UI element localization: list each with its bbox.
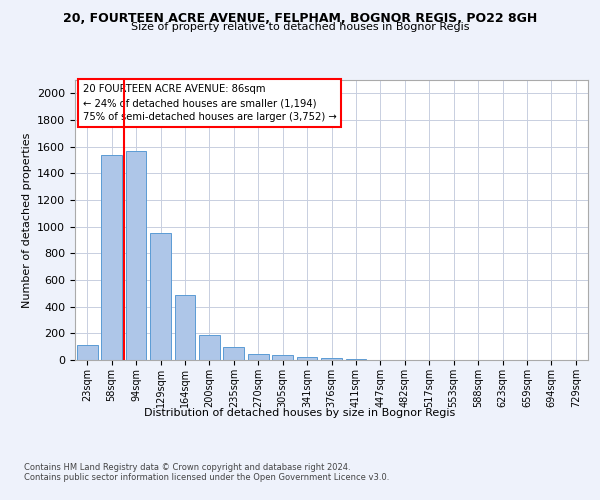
Bar xyxy=(150,234,171,360)
Bar xyxy=(199,334,220,360)
Text: 20, FOURTEEN ACRE AVENUE, FELPHAM, BOGNOR REGIS, PO22 8GH: 20, FOURTEEN ACRE AVENUE, FELPHAM, BOGNO… xyxy=(63,12,537,26)
Bar xyxy=(175,294,196,360)
Bar xyxy=(77,346,98,360)
Bar xyxy=(223,348,244,360)
Text: Contains public sector information licensed under the Open Government Licence v3: Contains public sector information licen… xyxy=(24,472,389,482)
Text: Contains HM Land Registry data © Crown copyright and database right 2024.: Contains HM Land Registry data © Crown c… xyxy=(24,462,350,471)
Bar xyxy=(321,358,342,360)
Bar xyxy=(125,150,146,360)
Y-axis label: Number of detached properties: Number of detached properties xyxy=(22,132,32,308)
Text: Distribution of detached houses by size in Bognor Regis: Distribution of detached houses by size … xyxy=(145,408,455,418)
Bar xyxy=(101,154,122,360)
Bar xyxy=(296,356,317,360)
Bar xyxy=(272,356,293,360)
Bar xyxy=(248,354,269,360)
Text: Size of property relative to detached houses in Bognor Regis: Size of property relative to detached ho… xyxy=(131,22,469,32)
Text: 20 FOURTEEN ACRE AVENUE: 86sqm
← 24% of detached houses are smaller (1,194)
75% : 20 FOURTEEN ACRE AVENUE: 86sqm ← 24% of … xyxy=(83,84,337,122)
